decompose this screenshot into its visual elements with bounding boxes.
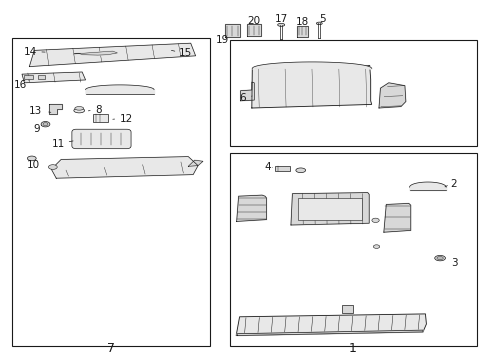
Text: 11: 11 xyxy=(51,139,64,149)
Bar xyxy=(275,166,289,171)
Text: 4: 4 xyxy=(264,162,270,172)
Bar xyxy=(298,198,361,220)
Polygon shape xyxy=(247,24,261,36)
Text: 1: 1 xyxy=(348,342,356,355)
Text: 17: 17 xyxy=(274,14,287,24)
Polygon shape xyxy=(383,203,410,232)
Bar xyxy=(24,75,33,79)
Text: 16: 16 xyxy=(14,80,27,90)
Bar xyxy=(12,38,210,346)
Polygon shape xyxy=(378,83,405,108)
Text: 7: 7 xyxy=(107,342,115,355)
Polygon shape xyxy=(290,193,368,225)
Text: 15: 15 xyxy=(178,48,191,58)
Polygon shape xyxy=(29,43,195,67)
Polygon shape xyxy=(236,314,426,336)
Text: 3: 3 xyxy=(450,258,457,268)
Text: 8: 8 xyxy=(95,105,102,115)
Polygon shape xyxy=(224,24,239,37)
Text: 13: 13 xyxy=(28,106,41,116)
Polygon shape xyxy=(236,195,266,221)
Bar xyxy=(38,75,45,79)
Text: 12: 12 xyxy=(120,114,133,124)
Ellipse shape xyxy=(74,108,84,113)
Ellipse shape xyxy=(436,256,442,260)
Polygon shape xyxy=(188,160,203,166)
Ellipse shape xyxy=(371,218,379,222)
Text: 18: 18 xyxy=(295,17,308,27)
Text: 5: 5 xyxy=(319,14,325,24)
Bar xyxy=(342,305,352,313)
Text: 2: 2 xyxy=(449,179,456,189)
Ellipse shape xyxy=(41,122,50,127)
Polygon shape xyxy=(51,157,198,178)
Ellipse shape xyxy=(277,23,284,26)
Text: 19: 19 xyxy=(215,35,229,45)
Ellipse shape xyxy=(434,256,445,261)
Text: 9: 9 xyxy=(33,123,40,134)
Polygon shape xyxy=(22,72,85,83)
Bar xyxy=(229,40,476,146)
Ellipse shape xyxy=(27,156,36,161)
Polygon shape xyxy=(296,26,307,37)
Ellipse shape xyxy=(43,122,48,126)
Ellipse shape xyxy=(75,107,83,110)
Polygon shape xyxy=(73,51,117,55)
Text: 14: 14 xyxy=(23,47,37,57)
Bar xyxy=(229,153,476,346)
Text: 20: 20 xyxy=(247,16,260,26)
Text: 6: 6 xyxy=(239,93,246,103)
Ellipse shape xyxy=(295,168,305,173)
FancyBboxPatch shape xyxy=(72,129,131,149)
Polygon shape xyxy=(237,330,422,336)
Polygon shape xyxy=(49,104,61,114)
Bar xyxy=(93,114,107,122)
Polygon shape xyxy=(240,82,254,101)
Ellipse shape xyxy=(316,22,322,24)
Polygon shape xyxy=(251,66,371,108)
Ellipse shape xyxy=(373,245,379,248)
Text: 10: 10 xyxy=(27,159,40,170)
Ellipse shape xyxy=(48,165,57,170)
